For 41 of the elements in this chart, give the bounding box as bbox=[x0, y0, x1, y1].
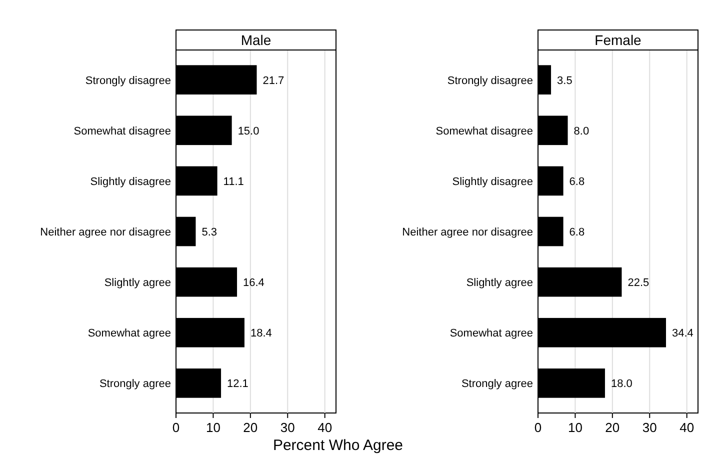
x-tick-label: 20 bbox=[243, 420, 258, 435]
x-tick-label: 40 bbox=[680, 420, 694, 435]
x-tick-label: 10 bbox=[206, 420, 220, 435]
y-tick-label: Neither agree nor disagree bbox=[402, 226, 533, 238]
y-tick-label: Strongly disagree bbox=[447, 74, 533, 87]
data-label: 21.7 bbox=[262, 74, 284, 87]
data-label: 12.1 bbox=[227, 378, 248, 390]
data-label: 18.0 bbox=[610, 378, 632, 390]
y-tick-label: Strongly agree bbox=[461, 378, 533, 390]
data-label: 18.4 bbox=[250, 328, 272, 340]
y-tick-label: Somewhat disagree bbox=[436, 125, 533, 138]
data-label: 6.8 bbox=[569, 226, 585, 238]
data-label: 16.4 bbox=[243, 277, 264, 290]
x-axis-title: Percent Who Agree bbox=[272, 437, 404, 454]
data-label: 11.1 bbox=[223, 176, 244, 188]
x-tick-label: 40 bbox=[318, 420, 332, 435]
y-tick-label: Slightly agree bbox=[466, 277, 533, 290]
data-label: 6.8 bbox=[569, 176, 585, 188]
y-tick-label: Strongly agree bbox=[99, 378, 171, 390]
data-label: 15.0 bbox=[238, 125, 260, 138]
data-label: 8.0 bbox=[574, 125, 590, 138]
data-label: 22.5 bbox=[628, 277, 650, 290]
chart-title: Female bbox=[594, 32, 642, 48]
x-tick-label: 30 bbox=[280, 420, 295, 435]
x-tick-label: 0 bbox=[172, 420, 180, 435]
y-tick-label: Slightly disagree bbox=[452, 176, 533, 188]
y-tick-label: Somewhat agree bbox=[450, 328, 533, 340]
y-tick-label: Slightly agree bbox=[104, 277, 171, 290]
chart-title: Male bbox=[240, 32, 272, 48]
y-tick-label: Strongly disagree bbox=[85, 74, 171, 87]
y-tick-label: Somewhat disagree bbox=[74, 125, 171, 138]
y-tick-label: Somewhat agree bbox=[88, 328, 171, 340]
x-tick-label: 20 bbox=[605, 420, 620, 435]
x-tick-label: 0 bbox=[534, 420, 542, 435]
data-label: 5.3 bbox=[202, 226, 218, 238]
data-label: 3.5 bbox=[557, 74, 572, 87]
y-tick-label: Slightly disagree bbox=[90, 176, 171, 188]
data-label: 34.4 bbox=[672, 328, 694, 340]
x-tick-label: 10 bbox=[568, 420, 582, 435]
y-tick-label: Neither agree nor disagree bbox=[40, 226, 171, 238]
x-tick-label: 30 bbox=[642, 420, 657, 435]
